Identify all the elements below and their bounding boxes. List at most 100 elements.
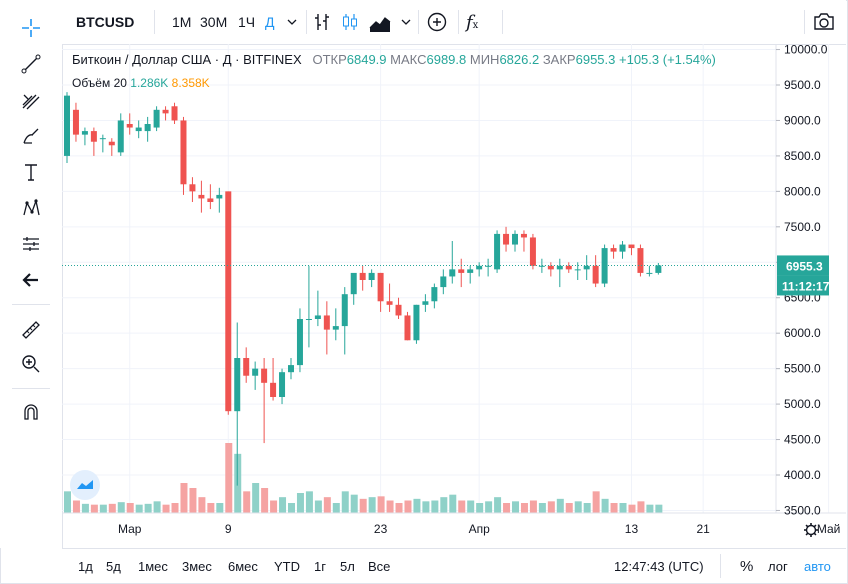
gear-icon-ring — [805, 524, 817, 536]
toolbar-divider — [458, 10, 459, 34]
range-5d[interactable]: 5д — [106, 558, 121, 574]
log-toggle[interactable]: лог — [768, 558, 788, 574]
candle — [288, 365, 294, 373]
legend-title: Биткоин / Доллар США · Д · BITFINEX — [72, 52, 302, 67]
interval-1h[interactable]: 1Ч — [238, 14, 256, 30]
candle — [81, 131, 88, 135]
price-chart[interactable]: 10000.09500.09000.08500.08000.07500.0700… — [62, 44, 846, 548]
crosshair-icon[interactable] — [15, 14, 47, 42]
interval-30m[interactable]: 30M — [200, 14, 228, 30]
percent-toggle[interactable]: % — [740, 557, 754, 575]
candle — [583, 265, 590, 270]
legend-close: 6955.3 — [575, 52, 616, 67]
candle — [350, 272, 357, 295]
volume-bar — [503, 503, 511, 513]
volume-bar — [153, 501, 161, 513]
symbol-search[interactable]: BTCUSD — [76, 14, 135, 30]
volume-bar — [512, 501, 519, 513]
candle — [503, 233, 510, 245]
interval-day[interactable]: Д — [265, 14, 275, 30]
volume-bar — [108, 503, 116, 513]
intervals-dropdown[interactable] — [286, 0, 298, 44]
volume-bar — [574, 501, 582, 513]
legend-high: 6989.8 — [426, 52, 467, 67]
range-5y[interactable]: 5л — [340, 558, 355, 574]
brush-icon[interactable] — [15, 122, 47, 150]
range-3m[interactable]: 3мес — [182, 558, 212, 574]
function-icon: fx — [466, 11, 479, 33]
interval-1m[interactable]: 1M — [172, 14, 192, 30]
candle — [655, 265, 662, 273]
arrow-left-icon[interactable] — [15, 266, 47, 294]
range-1d[interactable]: 1д — [78, 558, 93, 574]
y-tick-label: 5000.0 — [784, 397, 821, 411]
bars-icon — [315, 14, 329, 30]
candle — [422, 301, 429, 305]
style-dropdown[interactable] — [400, 0, 412, 44]
compare-button[interactable] — [426, 0, 448, 44]
gear-icon-tooth — [805, 524, 809, 528]
volume-bar — [610, 503, 618, 513]
volume-bar — [72, 500, 80, 513]
candle — [512, 233, 518, 245]
candles-style-button[interactable] — [340, 0, 360, 44]
volume-bar — [305, 491, 313, 513]
range-1m[interactable]: 1мес — [138, 558, 168, 574]
volume-bar — [180, 483, 188, 513]
gear-icon-tooth — [805, 532, 809, 536]
pattern-icon[interactable] — [15, 194, 47, 222]
y-tick-label: 9000.0 — [784, 113, 821, 127]
volume-bar — [341, 491, 349, 513]
candle — [207, 198, 214, 202]
utc-clock[interactable]: 12:47:43 (UTC) — [614, 558, 704, 574]
prediction-icon[interactable] — [15, 230, 47, 258]
y-tick-label: 10000.0 — [784, 44, 828, 57]
candle — [440, 276, 447, 288]
candle — [386, 301, 393, 305]
x-tick-label: Апр — [469, 522, 491, 536]
volume-bar — [646, 504, 654, 513]
text-tool-icon[interactable] — [15, 158, 47, 186]
bar-style-button[interactable] — [312, 0, 332, 44]
screenshot-button[interactable] — [812, 0, 836, 44]
zoom-in-icon[interactable] — [15, 350, 47, 378]
logo-bg — [70, 470, 100, 500]
area-style-button[interactable] — [368, 0, 392, 44]
candle — [494, 233, 501, 270]
indicators-button[interactable]: fx — [466, 0, 478, 44]
candle — [404, 315, 411, 341]
y-tick-label: 4500.0 — [784, 433, 821, 447]
legend-open-label: ОТКР — [312, 52, 347, 67]
candle — [72, 109, 79, 135]
volume-bar — [359, 498, 367, 513]
volume-bar — [81, 503, 89, 513]
volume-bar — [144, 503, 152, 513]
candle — [341, 294, 348, 327]
volume-bar — [270, 500, 278, 513]
candle — [646, 272, 653, 274]
range-all[interactable]: Все — [368, 558, 391, 574]
trend-line-icon[interactable] — [15, 50, 47, 78]
ruler-icon[interactable] — [15, 316, 47, 344]
volume-bar — [547, 501, 555, 513]
candle — [279, 372, 286, 397]
fib-tools-icon[interactable] — [15, 86, 47, 114]
plus-circle-icon — [427, 12, 447, 32]
volume-bar — [261, 488, 269, 513]
range-6m[interactable]: 6мес — [228, 558, 258, 574]
magnet-icon[interactable] — [15, 398, 47, 426]
volume-bar — [628, 504, 636, 513]
candle — [252, 368, 259, 376]
toolbar-divider — [502, 10, 503, 34]
auto-toggle[interactable]: авто — [804, 558, 831, 574]
volume-value: 1.286K — [130, 76, 169, 90]
range-1y[interactable]: 1г — [314, 558, 326, 574]
y-tick-label: 6000.0 — [784, 326, 821, 340]
range-ytd[interactable]: YTD — [274, 558, 300, 574]
bottom-toolbar: 1д 5д 1мес 3мес 6мес YTD 1г 5л Все 12:47… — [62, 548, 846, 583]
x-tick-label: Май — [817, 522, 841, 536]
volume-bar — [404, 500, 412, 513]
gear-icon — [804, 523, 818, 537]
chevron-down-icon — [287, 19, 297, 25]
volume-bar — [350, 494, 358, 513]
